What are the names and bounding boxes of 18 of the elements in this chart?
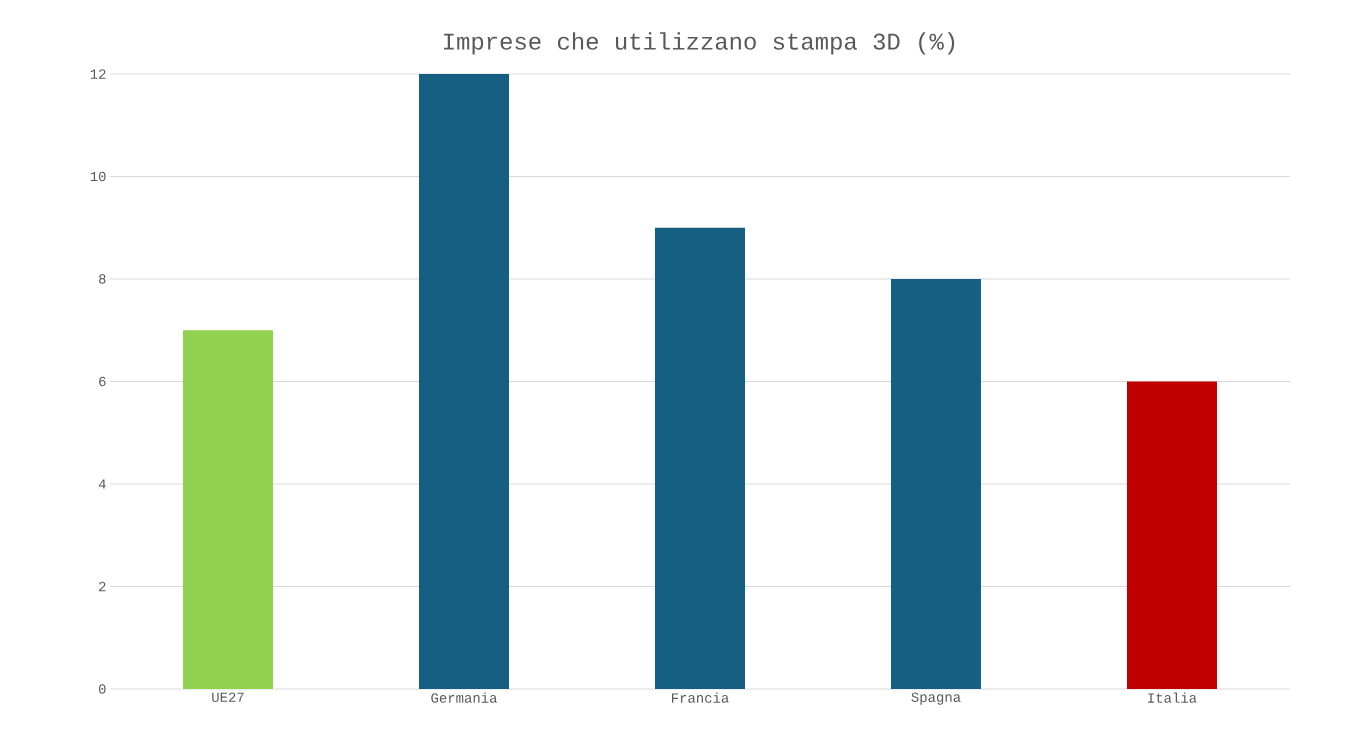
bar bbox=[183, 330, 273, 689]
bar bbox=[1126, 381, 1217, 689]
y-tick-label: 0 bbox=[98, 684, 106, 694]
y-tick-label: 12 bbox=[90, 69, 106, 79]
y-tick-label: 6 bbox=[99, 376, 106, 387]
y-tick-label: 2 bbox=[99, 581, 106, 592]
x-tick-label: Francia bbox=[672, 692, 729, 703]
chart-title: Imprese che utilizzano stampa 3D (%) bbox=[444, 32, 955, 55]
x-tick-label: Germania bbox=[431, 692, 497, 703]
x-tick-label: UE27 bbox=[212, 692, 244, 702]
y-tick-label: 10 bbox=[90, 171, 106, 182]
y-tick-label: 8 bbox=[99, 274, 106, 284]
bar bbox=[654, 227, 745, 689]
y-tick-label: 4 bbox=[98, 479, 106, 489]
x-tick-label: Spagna bbox=[911, 692, 961, 705]
bar bbox=[890, 279, 981, 689]
x-tick-label: Italia bbox=[1148, 692, 1197, 703]
bar bbox=[418, 73, 509, 689]
